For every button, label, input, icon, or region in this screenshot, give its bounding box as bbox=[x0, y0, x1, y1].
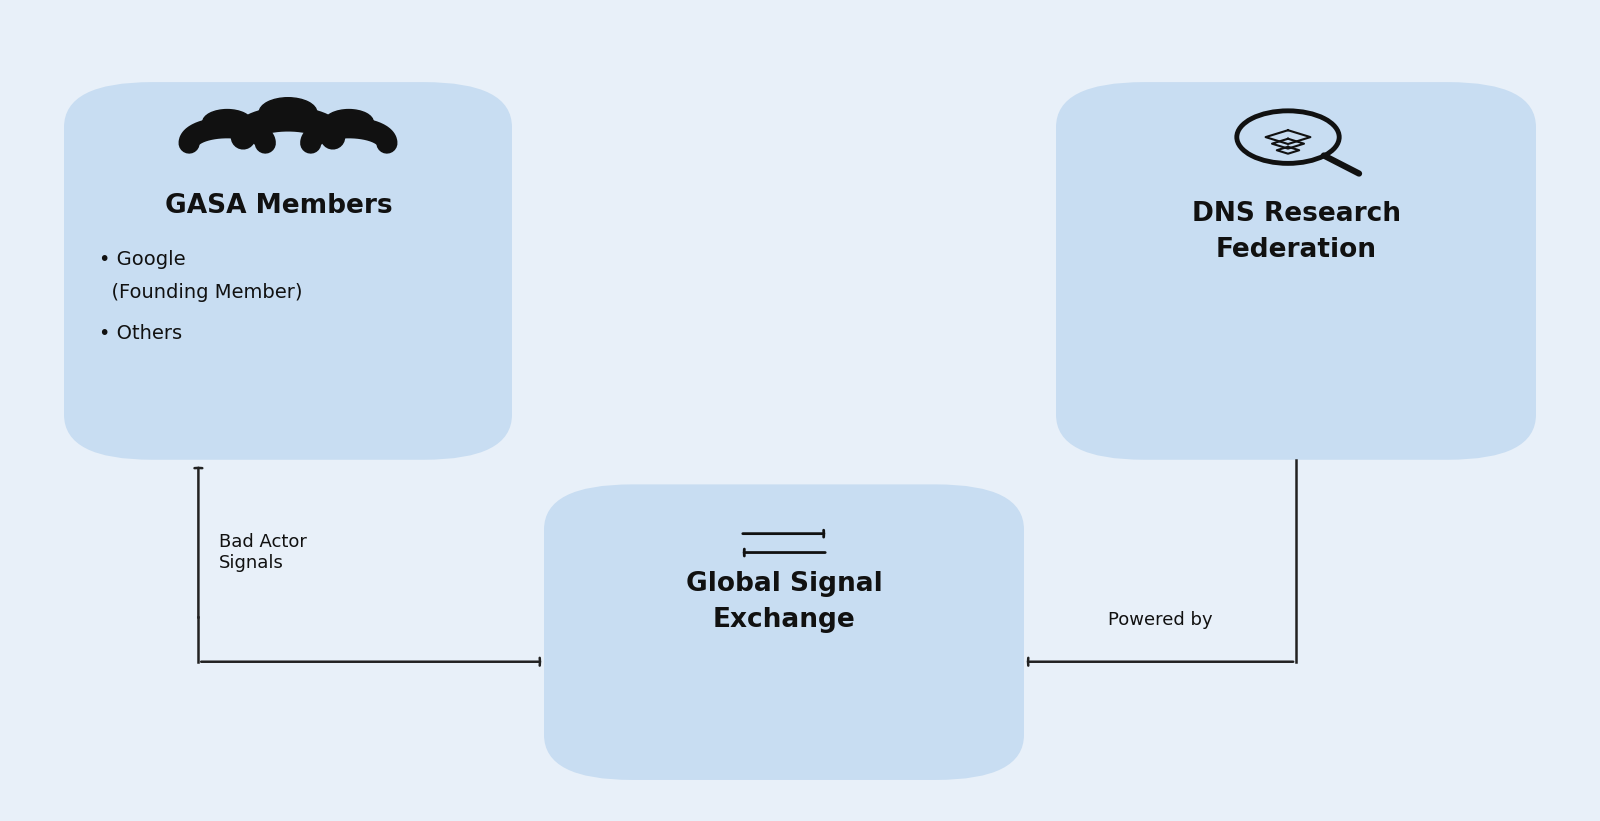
Circle shape bbox=[325, 109, 373, 135]
Text: Bad Actor
Signals: Bad Actor Signals bbox=[219, 533, 307, 572]
Text: Powered by: Powered by bbox=[1107, 611, 1213, 629]
Text: DNS Research
Federation: DNS Research Federation bbox=[1192, 201, 1400, 264]
FancyBboxPatch shape bbox=[64, 82, 512, 460]
Circle shape bbox=[203, 109, 251, 135]
Text: • Others: • Others bbox=[99, 324, 182, 343]
Circle shape bbox=[259, 98, 317, 127]
FancyBboxPatch shape bbox=[544, 484, 1024, 780]
Text: GASA Members: GASA Members bbox=[165, 193, 394, 219]
FancyBboxPatch shape bbox=[1056, 82, 1536, 460]
Text: • Google: • Google bbox=[99, 250, 186, 269]
Text: Global Signal
Exchange: Global Signal Exchange bbox=[686, 571, 882, 633]
Text: (Founding Member): (Founding Member) bbox=[99, 283, 302, 302]
